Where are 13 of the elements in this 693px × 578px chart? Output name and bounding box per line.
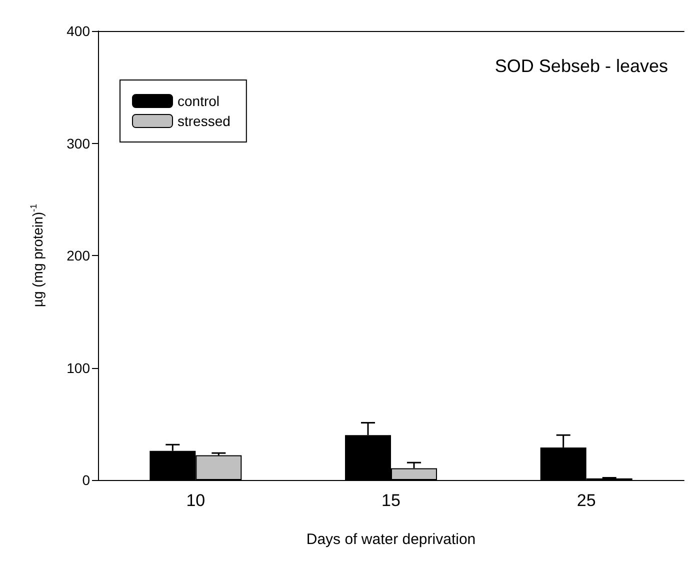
x-tick-label: 15: [382, 491, 400, 510]
y-tick-label: 300: [66, 135, 90, 152]
x-axis-title: Days of water deprivation: [306, 531, 476, 548]
y-tick-label: 200: [66, 248, 90, 264]
y-tick-label: 400: [66, 23, 90, 39]
legend-label: stressed: [178, 113, 230, 129]
y-axis-title: µg (mg protein)-1: [28, 204, 46, 308]
y-tick-label: 0: [82, 472, 90, 488]
text: SOD Sebseb - leaves: [494, 56, 668, 76]
x-tick-label: 25: [576, 491, 596, 510]
y-tick-label: 100: [66, 360, 90, 376]
x-tick-label: 10: [186, 491, 206, 510]
legend-label: control: [178, 93, 220, 109]
